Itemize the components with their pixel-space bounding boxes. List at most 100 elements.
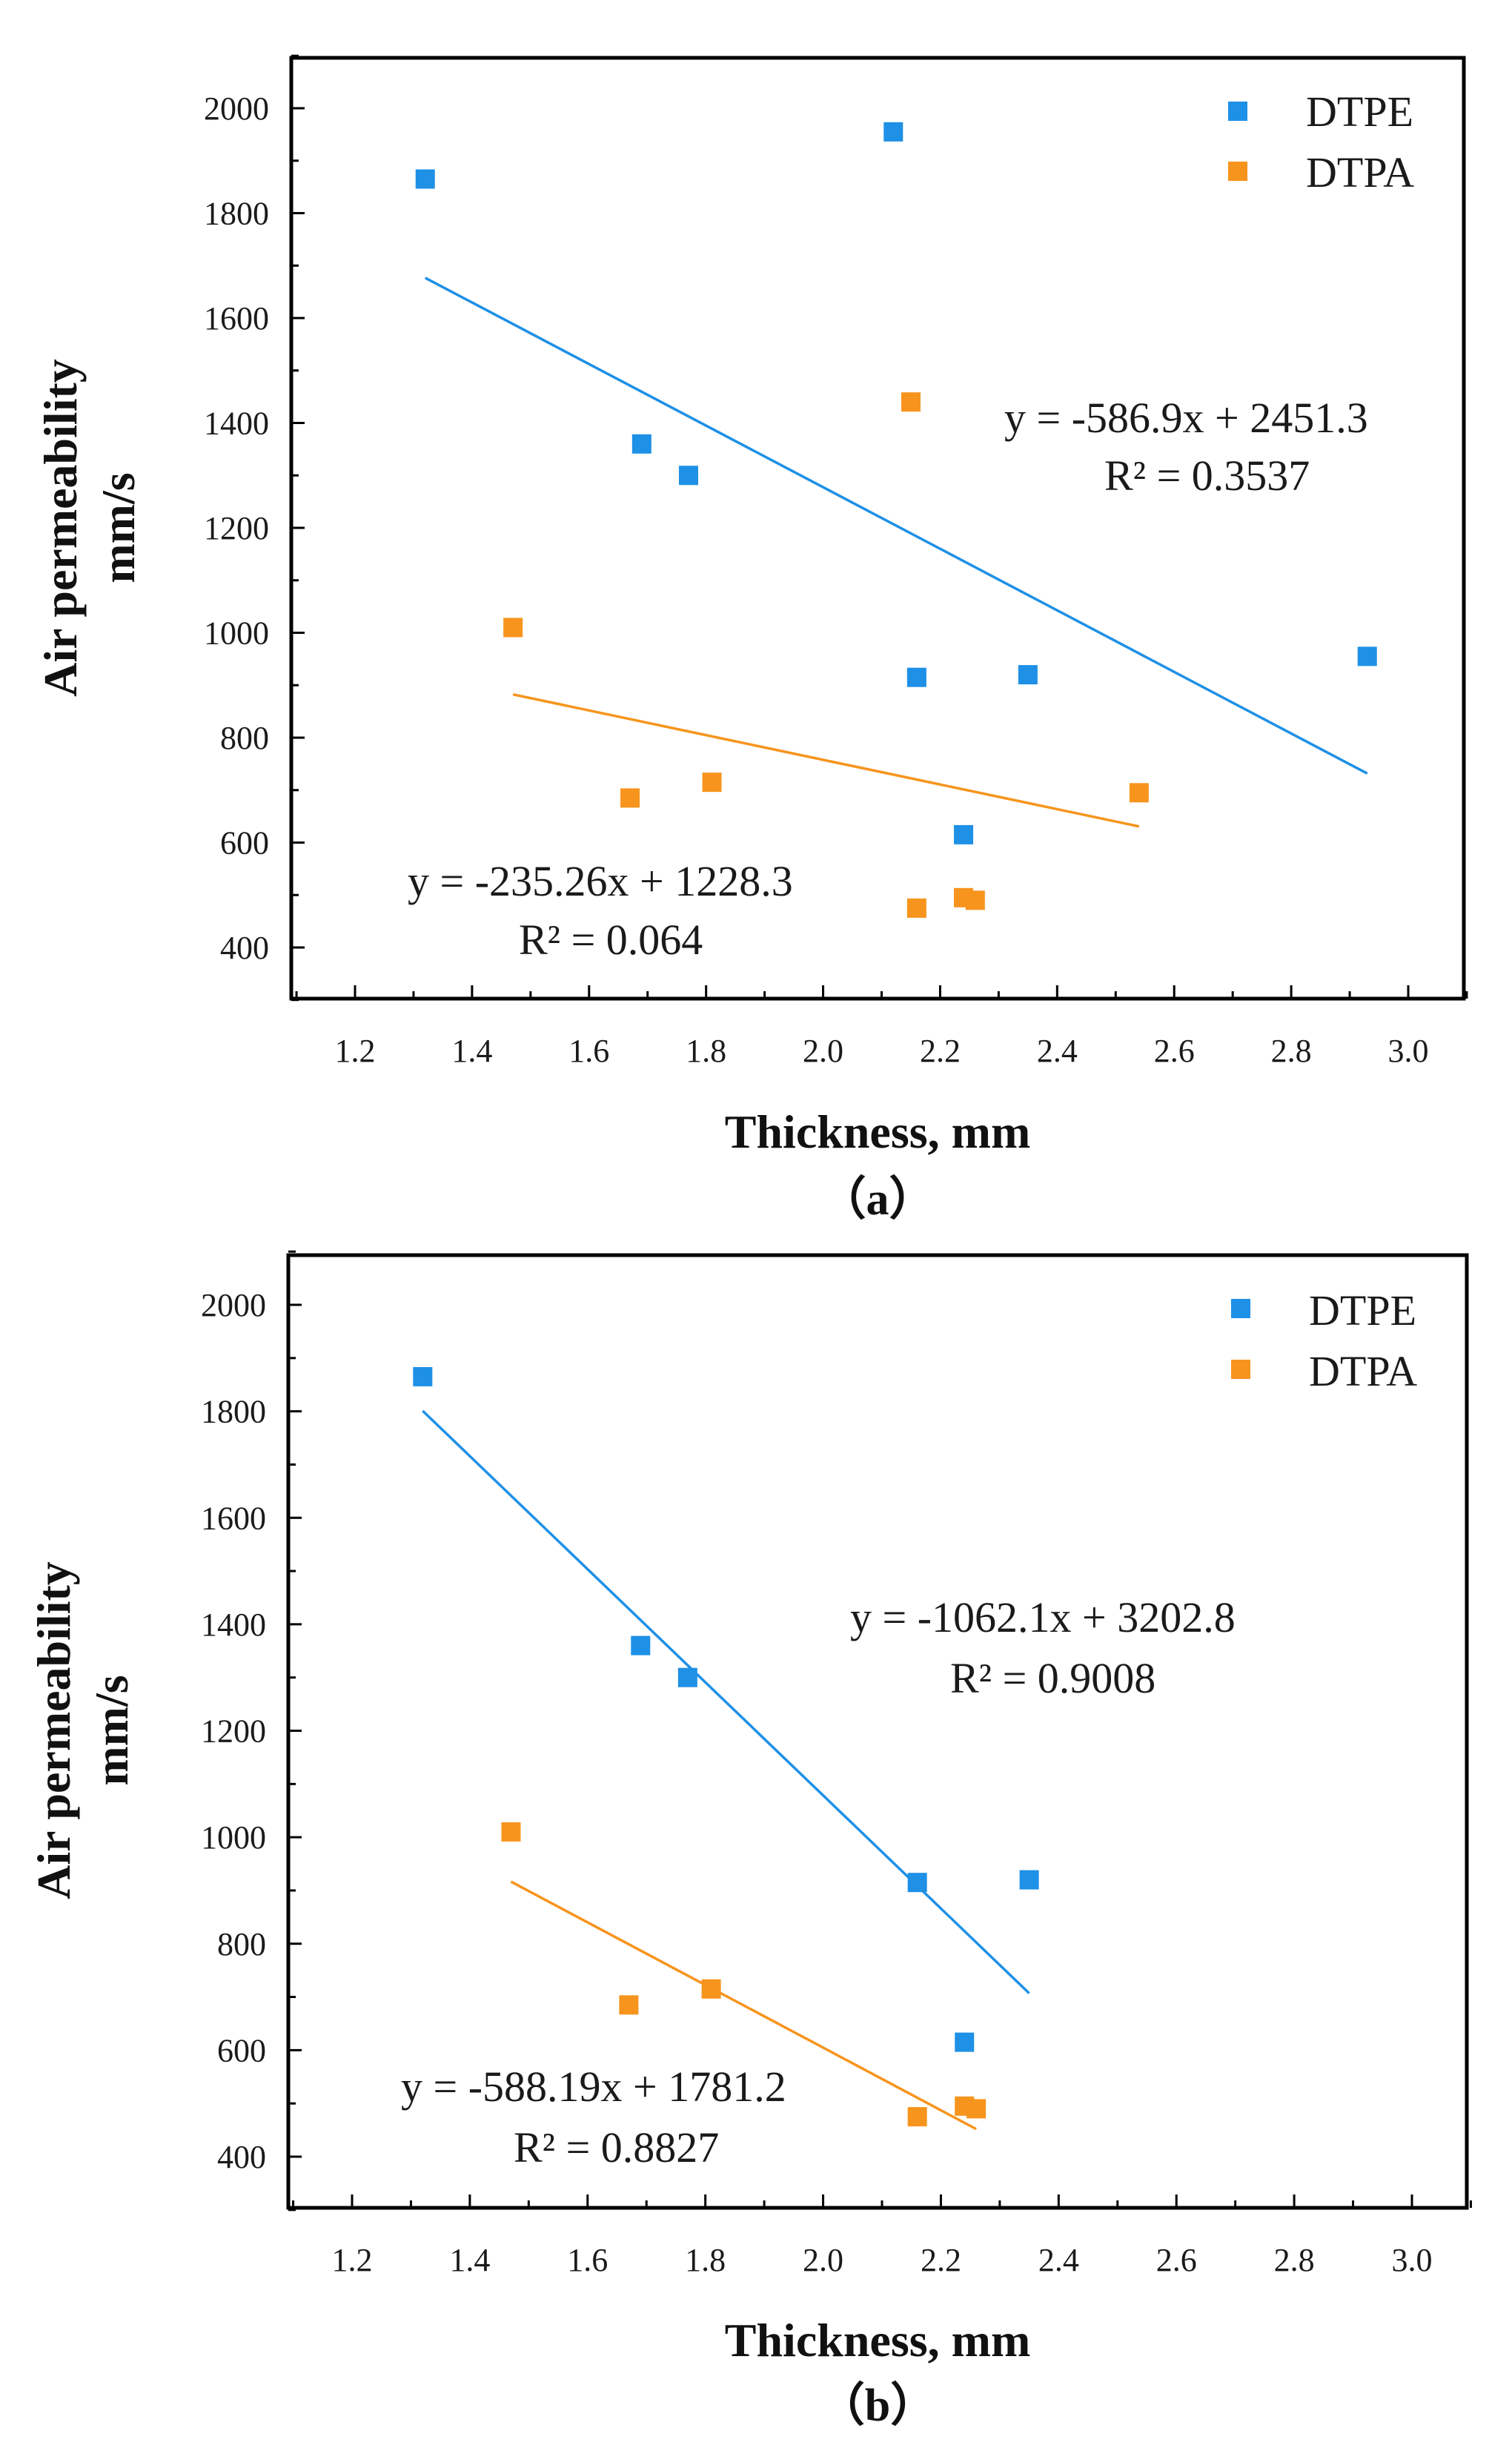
panel-label-a: （a） [820, 1173, 935, 1225]
trendline-r2-dtpe: R² = 0.3537 [1104, 452, 1310, 500]
legend: DTPE DTPA [1228, 87, 1414, 196]
trendline-equation-dtpa: y = -235.26x + 1228.3 [408, 857, 793, 905]
x-tick-label: 1.2 [335, 1033, 376, 1069]
y-tick-label: 800 [217, 1926, 266, 1962]
x-tick-label: 1.4 [451, 1033, 492, 1069]
trendline-r2-dtpa: R² = 0.8827 [514, 2123, 719, 2172]
point-dtpa [701, 1979, 721, 1999]
point-dtpa [906, 898, 926, 918]
y-axis-unit: mm/s [92, 472, 145, 583]
y-tick-label: 1200 [204, 510, 269, 546]
point-dtpa [620, 788, 640, 808]
point-dtpe [677, 1667, 697, 1687]
y-tick-label: 1800 [201, 1394, 266, 1430]
y-tick-label: 600 [220, 825, 269, 861]
trendlines [422, 1409, 1030, 2131]
point-dtpe [955, 2032, 975, 2052]
point-dtpe [1018, 665, 1038, 685]
plot-frame [286, 1253, 1469, 2210]
legend-label-dtpa: DTPA [1306, 148, 1414, 196]
legend-marker-dtpe [1231, 1299, 1250, 1318]
legend-marker-dtpe [1228, 102, 1247, 121]
x-tick-label: 2.4 [1038, 2242, 1079, 2278]
panel-a: 400 600 800 1000 1200 1400 1600 1800 2000 1.2 1.4… [34, 54, 1468, 1225]
panel-label-b: （b） [819, 2379, 936, 2431]
trendline-dtpa [510, 1880, 977, 2131]
point-dtpe [906, 667, 926, 687]
legend-label-dtpa: DTPA [1309, 1347, 1417, 1395]
x-tick-label: 1.2 [332, 2242, 373, 2278]
legend: DTPE DTPA [1231, 1286, 1417, 1395]
x-tick-label: 2.2 [920, 1033, 961, 1069]
y-tick-label: 1400 [201, 1607, 266, 1643]
point-dtpe [1019, 1870, 1039, 1890]
point-dtpa [965, 890, 985, 910]
x-tick-label: 2.4 [1037, 1033, 1078, 1069]
y-tick-label: 1000 [201, 1819, 266, 1856]
y-axis-title: Air permeability [27, 1561, 80, 1899]
x-tick-label: 3.0 [1388, 1033, 1429, 1069]
point-dtpe [678, 466, 698, 486]
trendline-dtpe [422, 1409, 1030, 1994]
x-tick-label: 1.4 [449, 2242, 490, 2278]
point-dtpa [702, 773, 722, 793]
trendline-r2-dtpe: R² = 0.9008 [950, 1654, 1155, 1702]
point-dtpa [907, 2107, 927, 2127]
y-tick-label: 400 [220, 930, 269, 966]
x-tick-label: 1.6 [567, 2242, 608, 2278]
trendline-dtpe [424, 277, 1368, 775]
point-dtpe [1357, 646, 1377, 666]
point-dtpe [883, 122, 903, 142]
point-dtpe [413, 1366, 433, 1386]
trendline-equation-dtpe: y = -586.9x + 2451.3 [1004, 394, 1368, 442]
y-tick-label: 2000 [201, 1287, 266, 1323]
x-tick-label: 2.6 [1154, 1033, 1195, 1069]
y-tick-label: 1400 [204, 406, 269, 442]
y-tick-label: 1800 [204, 196, 269, 232]
y-axis-ticks: 400 600 800 1000 1200 1400 1600 1800 2000 [201, 1250, 302, 2212]
x-tick-label: 3.0 [1392, 2242, 1433, 2278]
y-tick-label: 400 [217, 2139, 266, 2175]
point-dtpe [907, 1873, 927, 1893]
legend-label-dtpe: DTPE [1306, 87, 1413, 136]
x-tick-label: 2.0 [803, 1033, 843, 1069]
point-dtpa [619, 1995, 639, 2015]
x-tick-label: 2.6 [1156, 2242, 1197, 2278]
trendline-dtpa [512, 692, 1140, 828]
point-dtpe [631, 434, 651, 454]
point-dtpa [966, 2099, 987, 2119]
point-dtpa [501, 1822, 521, 1842]
x-tick-label: 2.8 [1271, 1033, 1312, 1069]
y-axis-unit: mm/s [85, 1675, 138, 1785]
x-axis-title: Thickness, mm [725, 1105, 1031, 1158]
trendline-r2-dtpa: R² = 0.064 [519, 916, 703, 964]
x-axis-ticks: 1.2 1.4 1.6 1.8 2.0 2.2 2.4 2.6 2.8 3.0 [295, 985, 1468, 1069]
x-tick-label: 2.8 [1274, 2242, 1315, 2278]
data-points [415, 122, 1377, 918]
y-tick-label: 600 [217, 2032, 266, 2068]
trendline-equation-dtpe: y = -1062.1x + 3202.8 [850, 1593, 1236, 1641]
plot-frame [289, 56, 1466, 1001]
point-dtpa [503, 618, 523, 638]
point-dtpe [415, 169, 435, 189]
trendlines [424, 277, 1368, 828]
x-tick-label: 1.8 [686, 1033, 726, 1069]
legend-marker-dtpa [1231, 1360, 1250, 1379]
data-points [413, 1366, 1039, 2127]
point-dtpe [631, 1635, 651, 1656]
y-axis-ticks: 400 600 800 1000 1200 1400 1600 1800 2000 [204, 54, 305, 1002]
point-dtpa [1129, 783, 1149, 803]
legend-label-dtpe: DTPE [1309, 1286, 1416, 1334]
x-tick-label: 2.0 [803, 2242, 843, 2278]
point-dtpa [901, 392, 921, 412]
x-axis-ticks: 1.2 1.4 1.6 1.8 2.0 2.2 2.4 2.6 2.8 3.0 [292, 2194, 1472, 2278]
x-tick-label: 2.2 [921, 2242, 961, 2278]
panel-b: 400 600 800 1000 1200 1400 1600 1800 2000 1.2 1.4… [27, 1250, 1472, 2431]
x-tick-label: 1.8 [685, 2242, 726, 2278]
x-axis-title: Thickness, mm [725, 2314, 1031, 2366]
y-axis-title: Air permeability [34, 359, 87, 697]
trendline-equation-dtpa: y = -588.19x + 1781.2 [401, 2063, 786, 2111]
y-tick-label: 1200 [201, 1713, 266, 1750]
legend-marker-dtpa [1228, 162, 1247, 181]
